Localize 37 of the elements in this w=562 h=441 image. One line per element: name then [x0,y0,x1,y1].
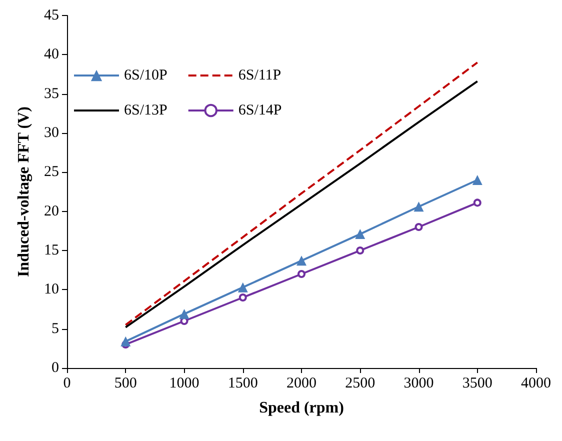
x-tick-label: 1000 [169,376,200,392]
point [414,202,424,212]
legend-label: 6S/11P [238,68,282,84]
x-tick-label: 1500 [228,376,258,392]
point [296,256,306,266]
point [473,198,482,207]
x-tick-label: 3500 [462,376,492,392]
y-tick-label: 15 [44,242,59,258]
y-tick-label: 35 [44,86,59,102]
x-tick-label: 3000 [404,376,434,392]
point [356,246,364,254]
y-tick-label: 30 [44,125,59,141]
x-tick-label: 0 [63,376,71,392]
y-axis-title: Induced-voltage FFT (V) [16,106,32,277]
x-tick-label: 2000 [286,376,316,392]
x-axis-title: Speed (rpm) [259,400,344,416]
point [298,270,306,278]
legend-label: 6S/14P [238,102,282,118]
y-tick-label: 25 [44,164,59,180]
x-tick-label: 2500 [345,376,376,392]
legend-label: 6S/10P [124,68,168,84]
point [472,175,482,185]
x-tick-label: 4000 [521,376,551,392]
point [238,294,247,302]
point [179,308,190,319]
point [355,229,366,240]
y-tick-label: 40 [44,46,59,63]
legend-label: 6S/13P [124,102,168,118]
x-tick-label: 500 [114,376,137,392]
y-tick-label: 0 [52,360,59,376]
y-tick-label: 5 [52,320,59,337]
point [238,282,248,292]
y-tick-label: 10 [44,282,59,298]
y-tick-label: 20 [44,203,59,220]
point [414,223,423,231]
point [120,336,131,346]
y-tick-label: 45 [44,8,59,24]
